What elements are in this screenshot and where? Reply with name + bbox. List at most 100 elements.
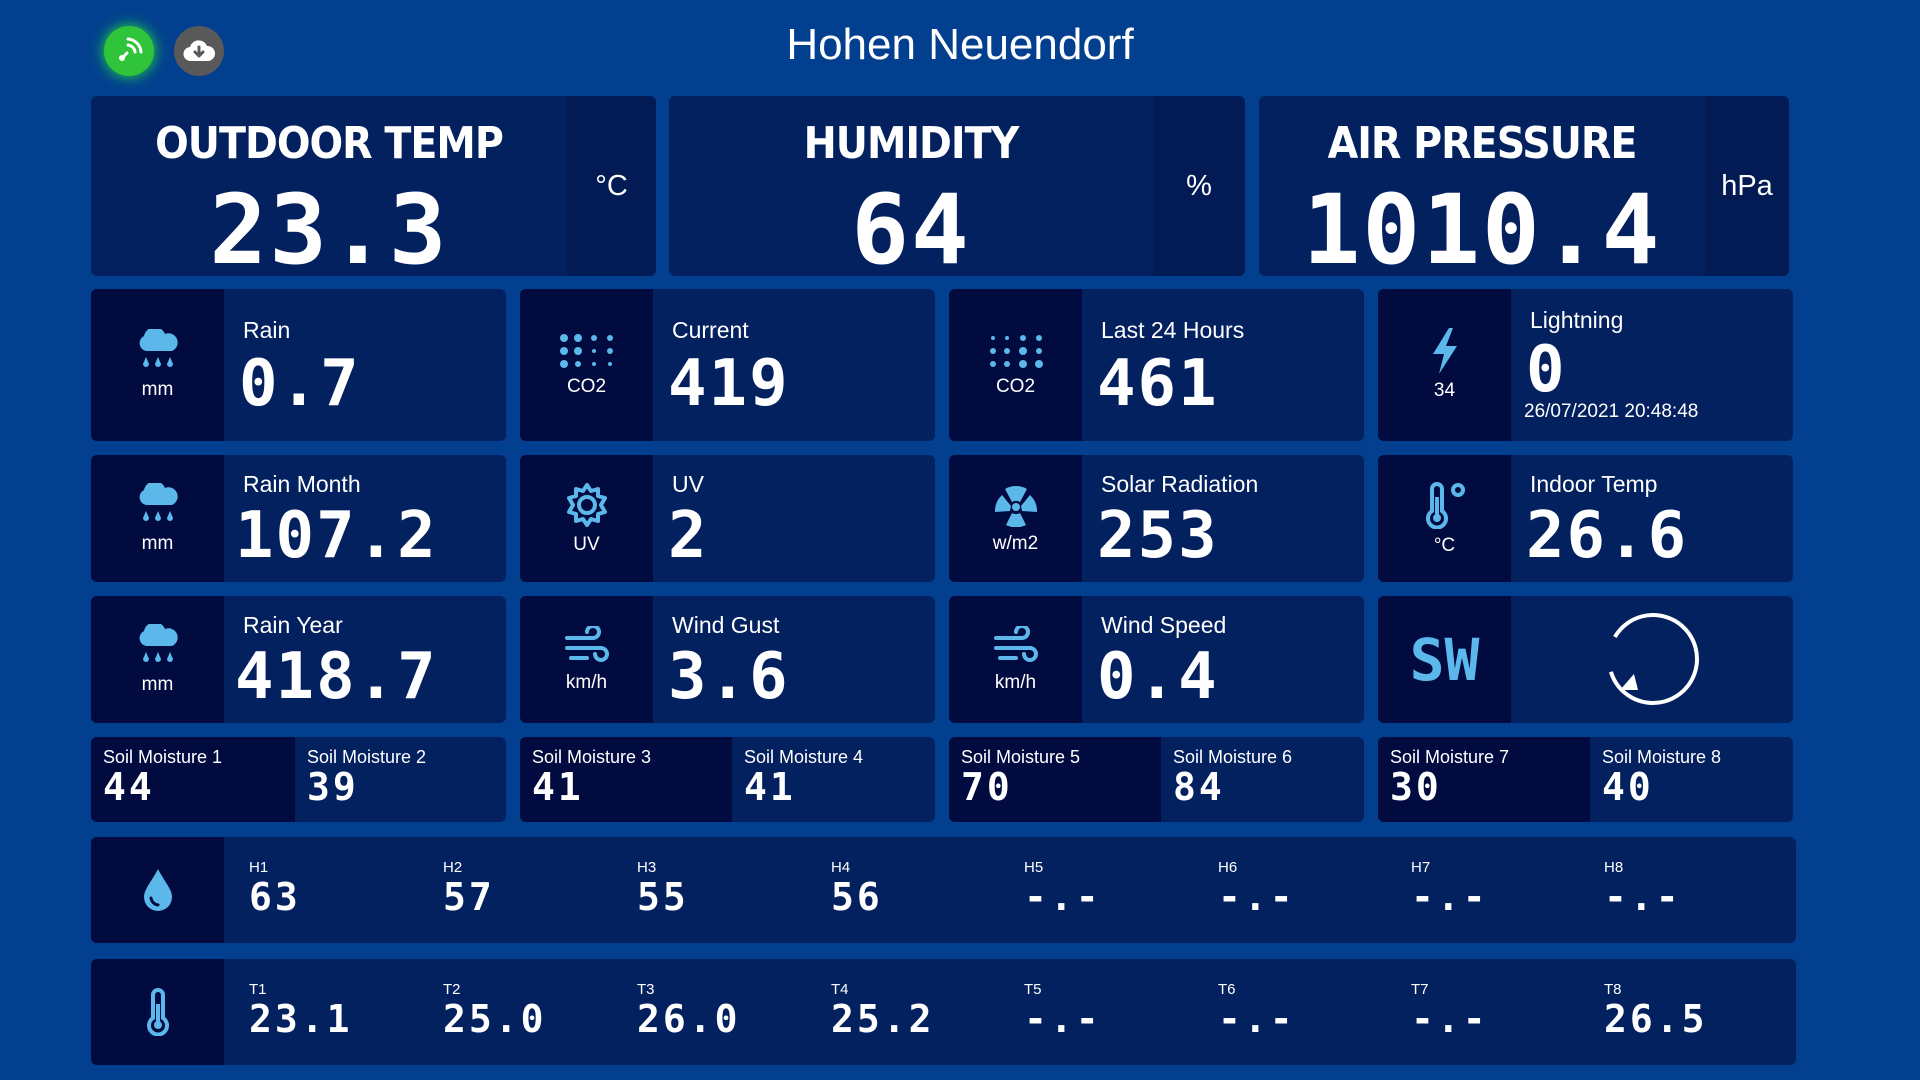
rain-month-label: Rain Month [243,471,361,497]
temp-sensor-t3: T3 26.0 [637,959,827,1065]
rain-tile: mm Rain 0.7 [91,289,506,441]
wind-speed-value: 0.4 [1097,640,1219,714]
live-button[interactable] [104,26,154,76]
solar-radiation-tile: w/m2 Solar Radiation 253 [949,455,1364,582]
rain-year-label: Rain Year [243,612,343,638]
rain-year-tile: mm Rain Year 418.7 [91,596,506,723]
cloud-download-icon [183,40,216,62]
soil-moisture-value: 44 [103,765,155,809]
temp-sensor-t5: T5 -.- [1024,959,1214,1065]
soil-moisture-group-3: Soil Moisture 5 70 Soil Moisture 6 84 [949,737,1364,822]
soil-moisture-value: 41 [532,765,584,809]
sensor-value: 26.5 [1604,997,1708,1041]
soil-moisture-value: 70 [961,765,1013,809]
rain-year-unit: mm [141,673,174,695]
temp-sensor-t7: T7 -.- [1411,959,1601,1065]
air-pressure-value: 1010.4 [1302,174,1662,276]
co2-current-unit: CO2 [566,376,607,397]
rain-month-value: 107.2 [235,499,438,573]
wind-gust-value: 3.6 [668,640,790,714]
sensor-label: T1 [249,981,267,998]
download-button[interactable] [174,26,224,76]
soil-moisture-8: Soil Moisture 8 40 [1590,737,1793,822]
soil-moisture-label: Soil Moisture 7 [1390,747,1510,767]
indoor-temp-value: 26.6 [1526,499,1689,573]
lightning-tile: 34 Lightning 0 26/07/2021 20:48:48 [1378,289,1793,441]
co2-24h-label: Last 24 Hours [1101,317,1245,343]
soil-moisture-value: 30 [1390,765,1442,809]
humidity-sensor-h6: H6 -.- [1218,837,1408,943]
sun-gear-icon [566,482,607,527]
thermometer-degree-icon [1425,481,1465,529]
uv-value: 2 [668,499,709,573]
sensor-value: 56 [831,875,883,919]
temp-sensor-t6: T6 -.- [1218,959,1408,1065]
lightning-value: 0 [1526,333,1567,407]
wind-direction-compass-icon [1607,613,1699,705]
soil-moisture-label: Soil Moisture 4 [744,747,864,767]
sensor-label: H2 [443,859,463,876]
soil-moisture-5: Soil Moisture 5 70 [949,737,1161,822]
sensor-value: 26.0 [637,997,741,1041]
sensor-value: 25.0 [443,997,547,1041]
soil-moisture-4: Soil Moisture 4 41 [732,737,935,822]
outdoor-temp-unit: °C [567,96,656,276]
sensor-label: T5 [1024,981,1042,998]
live-signal-icon [119,37,143,61]
soil-moisture-label: Soil Moisture 8 [1602,747,1722,767]
sensor-value: -.- [1024,997,1102,1041]
wind-gust-unit: km/h [565,671,608,693]
indoor-temp-label: Indoor Temp [1530,471,1658,497]
thermometer-icon [146,988,169,1036]
lightning-label: Lightning [1530,307,1624,333]
sensor-label: T2 [443,981,461,998]
sensor-label: T6 [1218,981,1236,998]
sensor-label: H5 [1024,859,1044,876]
soil-moisture-1: Soil Moisture 1 44 [91,737,295,822]
rain-unit: mm [141,379,174,400]
sensor-label: T7 [1411,981,1429,998]
co2-dots-icon [559,334,613,368]
soil-moisture-group-4: Soil Moisture 7 30 Soil Moisture 8 40 [1378,737,1793,822]
outdoor-temp-value: 23.3 [209,174,449,276]
co2-current-label: Current [672,317,749,343]
co2-current-value: 419 [668,347,790,421]
air-pressure-unit: hPa [1705,96,1789,276]
outdoor-temp-label: OUTDOOR TEMP [155,118,504,169]
wind-icon [993,625,1038,662]
rain-cloud-icon [139,329,178,367]
sensor-label: H3 [637,859,657,876]
uv-label: UV [672,471,704,497]
sensor-label: T3 [637,981,655,998]
humidity-sensor-h1: H1 63 [249,837,439,943]
soil-moisture-value: 41 [744,765,796,809]
temp-sensor-t1: T1 23.1 [249,959,439,1065]
sensor-label: T8 [1604,981,1622,998]
sensor-value: -.- [1411,997,1489,1041]
wind-icon [564,625,609,662]
header-icons [104,26,224,76]
co2-current-tile: CO2 Current 419 [520,289,935,441]
soil-moisture-6: Soil Moisture 6 84 [1161,737,1364,822]
sensor-label: H7 [1411,859,1431,876]
soil-moisture-label: Soil Moisture 5 [961,747,1081,767]
sensor-label: T4 [831,981,849,998]
rain-label: Rain [243,317,291,343]
humidity-panel: HUMIDITY 64 % [669,96,1245,276]
soil-moisture-group-2: Soil Moisture 3 41 Soil Moisture 4 41 [520,737,935,822]
soil-moisture-group-1: Soil Moisture 1 44 Soil Moisture 2 39 [91,737,506,822]
wind-direction-tile: SW [1378,596,1793,723]
humidity-sensor-h4: H4 56 [831,837,1021,943]
solar-label: Solar Radiation [1101,471,1259,497]
soil-moisture-value: 39 [307,765,359,809]
wind-speed-tile: km/h Wind Speed 0.4 [949,596,1364,723]
humidity-sensor-h2: H2 57 [443,837,633,943]
sensor-value: 23.1 [249,997,353,1041]
rain-cloud-icon [139,623,178,662]
humidity-sensors-row: H1 63 H2 57 H3 55 H4 56 H5 -.- H6 -.- H7… [91,837,1796,943]
humidity-sensor-h8: H8 -.- [1604,837,1794,943]
wind-speed-unit: km/h [994,671,1037,693]
humidity-label: HUMIDITY [803,118,1020,169]
wind-direction-value: SW [1378,596,1511,723]
rain-cloud-icon [139,482,178,521]
